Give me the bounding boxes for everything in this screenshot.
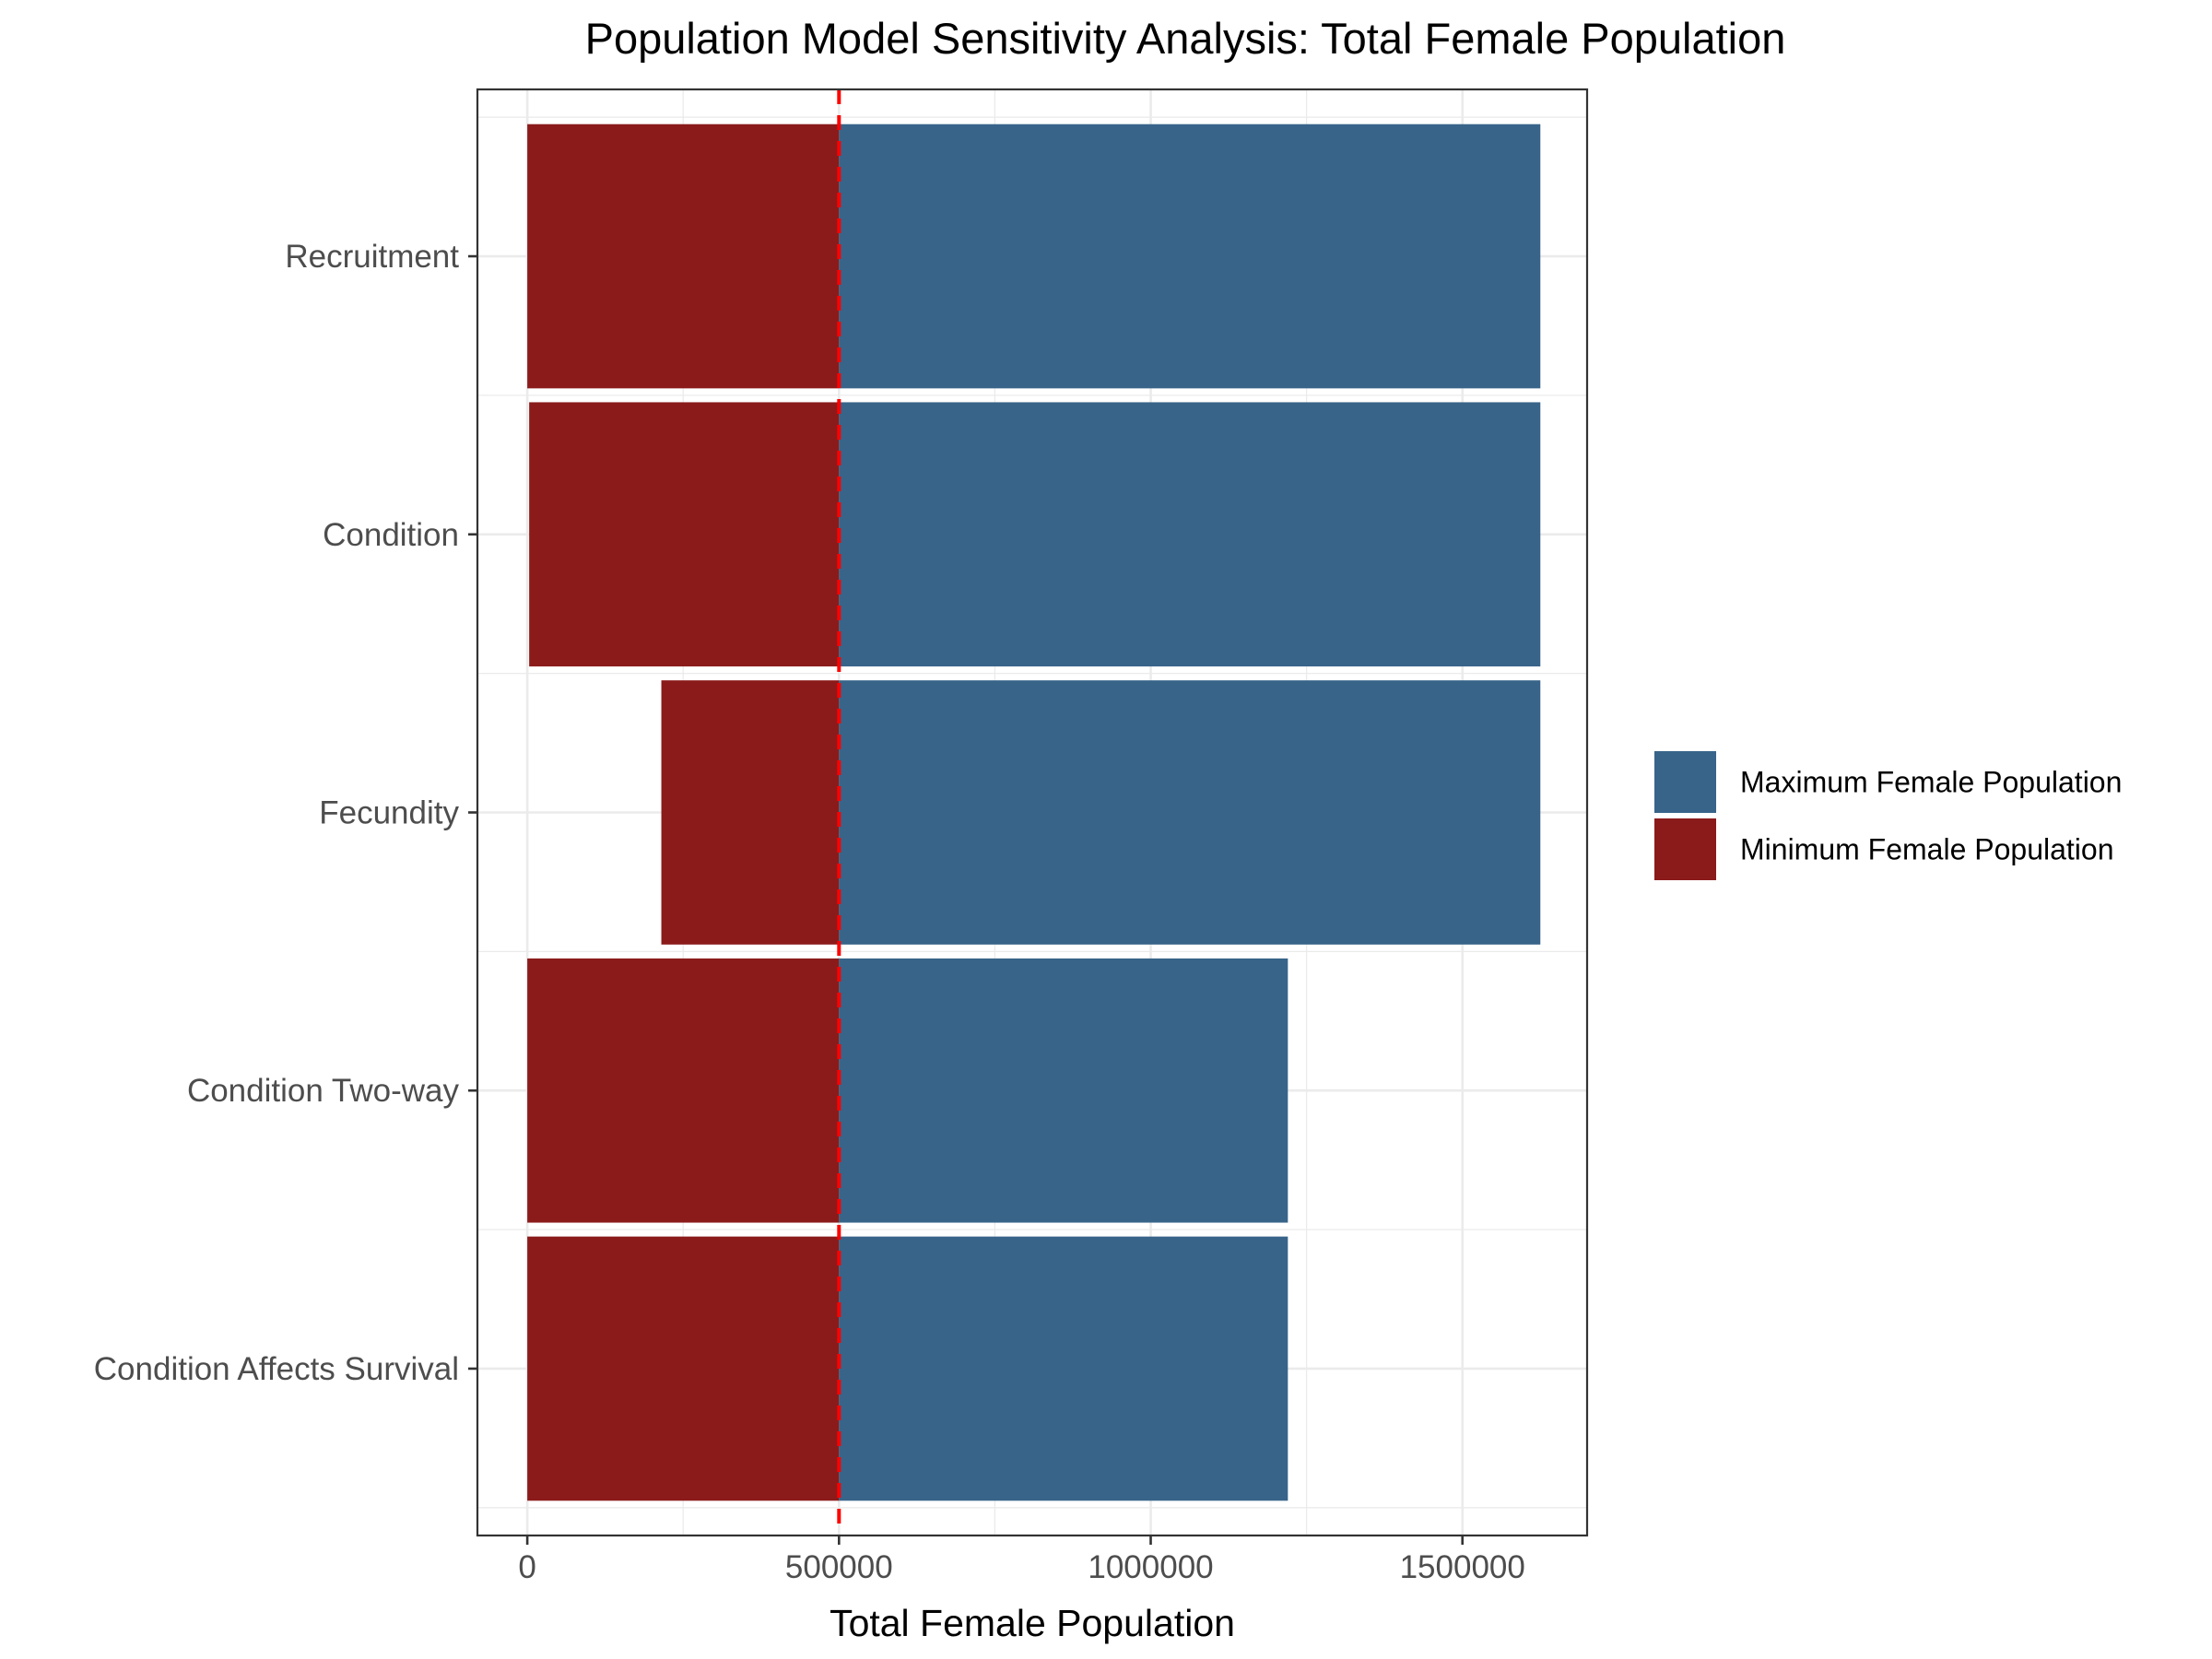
y-tick-label: Condition Two-way [187,1073,460,1109]
legend-label: Maximum Female Population [1740,766,2122,799]
x-axis-title: Total Female Population [830,1602,1235,1644]
min-bar-condition-affects-survival [527,1236,840,1501]
y-tick-label: Condition Affects Survival [94,1351,459,1387]
y-tick-label: Recruitment [285,239,459,275]
min-bar-condition [529,402,840,667]
bars [527,124,1541,1501]
max-bar-condition-affects-survival [839,1236,1288,1501]
legend: Maximum Female Population Minimum Female … [1654,751,2122,880]
chart-title: Population Model Sensitivity Analysis: T… [585,14,1786,63]
max-bar-condition-two-way [839,958,1288,1223]
min-bar-recruitment [527,124,840,389]
legend-key [1654,818,1716,880]
x-tick-label: 0 [518,1549,535,1585]
y-tick-label: Fecundity [319,795,459,831]
legend-label: Minimum Female Population [1740,833,2114,866]
max-bar-fecundity [839,680,1541,945]
x-tick-label: 1500000 [1400,1549,1525,1585]
max-bar-recruitment [839,124,1541,389]
legend-key [1654,751,1716,813]
min-bar-fecundity [661,680,840,945]
x-tick-label: 1000000 [1088,1549,1213,1585]
max-bar-condition [839,402,1541,667]
axes: 0 500000 1000000 1500000 Recruitment Conditio… [94,239,1525,1585]
min-bar-condition-two-way [527,958,840,1223]
x-tick-label: 500000 [785,1549,893,1585]
plot-panel [476,88,1589,1537]
y-tick-label: Condition [323,517,459,553]
